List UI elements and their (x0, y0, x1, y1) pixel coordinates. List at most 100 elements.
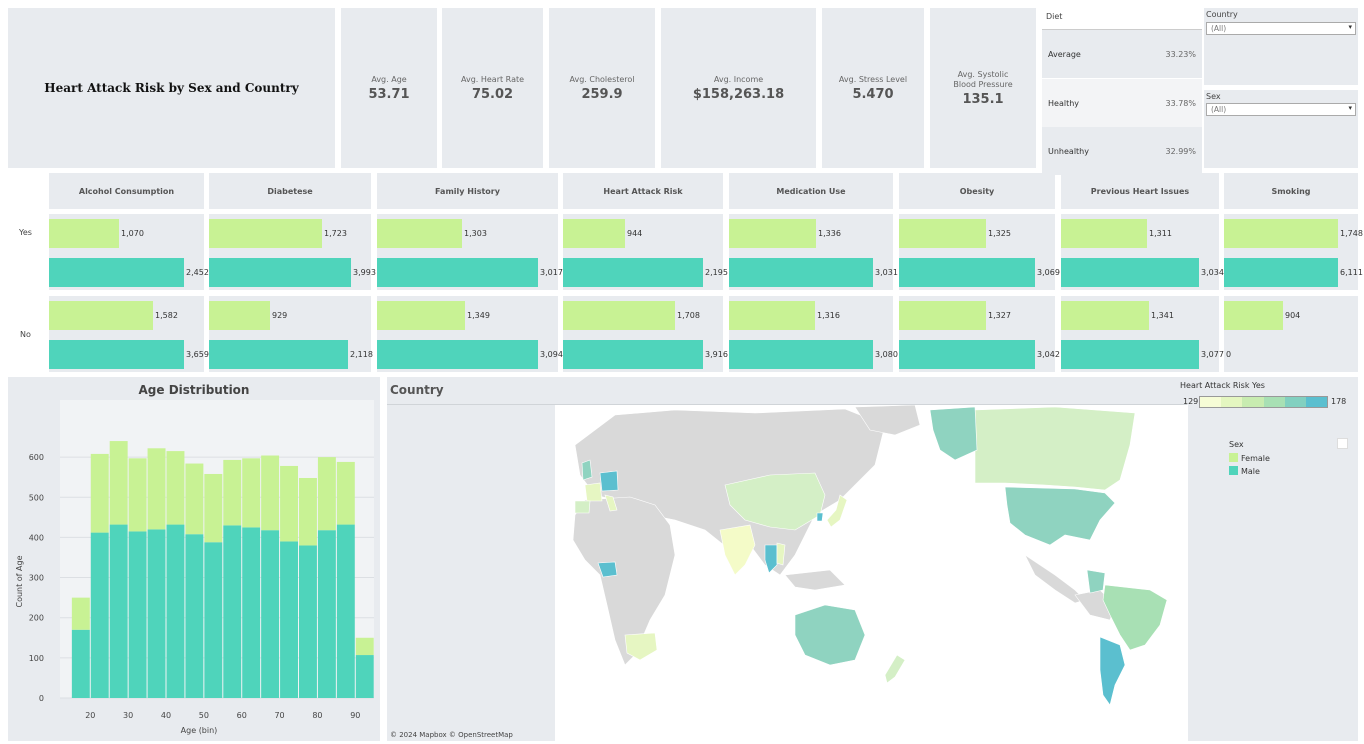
bar-male[interactable] (377, 258, 538, 287)
bar-male[interactable] (563, 340, 703, 369)
bar-female[interactable] (109, 441, 128, 525)
country-south-africa (624, 632, 658, 661)
bar-female[interactable] (90, 453, 109, 533)
bar-female[interactable] (1061, 219, 1147, 248)
bar-female[interactable] (128, 458, 147, 532)
bar-value-label: 929 (272, 311, 288, 320)
column-header[interactable]: Smoking (1224, 173, 1358, 209)
bar-female[interactable] (729, 219, 816, 248)
bar-female[interactable] (377, 301, 465, 330)
country-france (584, 482, 603, 502)
y-tick-label: 400 (29, 533, 44, 542)
bar-male[interactable] (209, 340, 348, 369)
bar-female[interactable] (280, 465, 298, 542)
bar-female[interactable] (336, 461, 355, 525)
bar-female[interactable] (147, 448, 166, 530)
country-argentina (1099, 636, 1126, 706)
bar-male[interactable] (90, 532, 109, 698)
bar-male[interactable] (109, 524, 128, 698)
bar-female[interactable] (1061, 301, 1149, 330)
kpi-label: Avg. Heart Rate (460, 74, 525, 84)
bar-female[interactable] (1224, 301, 1283, 330)
column-header[interactable]: Family History (377, 173, 558, 209)
bar-female[interactable] (242, 458, 261, 528)
diet-row-healthy[interactable]: Healthy 33.78% (1042, 79, 1202, 127)
bar-male[interactable] (204, 542, 223, 698)
bar-female[interactable] (166, 451, 185, 525)
world-map[interactable] (555, 405, 1188, 741)
bar-male[interactable] (1224, 258, 1338, 287)
bar-female[interactable] (563, 301, 675, 330)
legend-checkbox[interactable] (1337, 438, 1348, 449)
bar-male[interactable] (336, 524, 355, 698)
column-header[interactable]: Diabetese (209, 173, 371, 209)
country-canada (934, 406, 1136, 491)
bar-female[interactable] (204, 473, 223, 543)
color-legend-min: 129 (1183, 397, 1199, 406)
bar-female[interactable] (1224, 219, 1338, 248)
diet-row-average[interactable]: Average 33.23% (1042, 30, 1202, 78)
bar-male[interactable] (71, 629, 90, 698)
bar-male[interactable] (209, 258, 351, 287)
bar-male[interactable] (377, 340, 538, 369)
bar-male[interactable] (166, 524, 185, 698)
bar-male[interactable] (317, 530, 336, 698)
bar-female[interactable] (223, 459, 242, 526)
bar-male[interactable] (223, 525, 242, 698)
bar-male[interactable] (729, 340, 873, 369)
bar-male[interactable] (299, 545, 317, 698)
bar-male[interactable] (185, 534, 204, 698)
bar-female[interactable] (299, 477, 317, 546)
title-panel: Heart Attack Risk by Sex and Country (8, 8, 335, 168)
bar-value-label: 1,708 (677, 311, 700, 320)
bar-male[interactable] (280, 541, 298, 698)
bar-female[interactable] (899, 301, 986, 330)
bar-female[interactable] (209, 301, 270, 330)
kpi-avg-age: Avg. Age 53.71 (341, 8, 437, 168)
bar-female[interactable] (563, 219, 625, 248)
bar-value-label: 3,034 (1201, 268, 1224, 277)
column-header[interactable]: Heart Attack Risk (563, 173, 723, 209)
bar-female[interactable] (185, 463, 204, 535)
sex-legend-male[interactable]: Male (1229, 466, 1260, 476)
bar-female[interactable] (49, 301, 153, 330)
country-india (719, 524, 756, 576)
bar-value-label: 3,042 (1037, 350, 1060, 359)
bar-female[interactable] (317, 457, 336, 531)
column-header[interactable]: Medication Use (729, 173, 893, 209)
country-filter-value: (All) (1211, 24, 1227, 33)
bar-female[interactable] (355, 637, 374, 656)
bar-male[interactable] (1061, 340, 1199, 369)
country-filter-dropdown[interactable]: (All) ▾ (1206, 22, 1356, 35)
bar-female[interactable] (209, 219, 322, 248)
bar-female[interactable] (377, 219, 462, 248)
diet-row-unhealthy[interactable]: Unhealthy 32.99% (1042, 127, 1202, 175)
bar-female[interactable] (71, 597, 90, 630)
bar-male[interactable] (49, 258, 184, 287)
sex-filter-dropdown[interactable]: (All) ▾ (1206, 103, 1356, 116)
bar-male[interactable] (1061, 258, 1199, 287)
bar-male[interactable] (261, 530, 280, 698)
column-header[interactable]: Alcohol Consumption (49, 173, 204, 209)
bar-male[interactable] (899, 340, 1035, 369)
bar-female[interactable] (729, 301, 815, 330)
column-header[interactable]: Obesity (899, 173, 1055, 209)
bar-male[interactable] (242, 527, 261, 698)
bar-male[interactable] (128, 531, 147, 698)
bar-male[interactable] (49, 340, 184, 369)
bar-male[interactable] (563, 258, 703, 287)
bar-male[interactable] (355, 655, 374, 698)
bar-male[interactable] (147, 529, 166, 698)
bar-female[interactable] (899, 219, 986, 248)
bar-female[interactable] (261, 455, 280, 531)
country-china (724, 472, 826, 531)
kpi-avg-heart-rate: Avg. Heart Rate 75.02 (442, 8, 543, 168)
bar-male[interactable] (729, 258, 873, 287)
sex-legend-female[interactable]: Female (1229, 453, 1270, 463)
bar-value-label: 2,452 (186, 268, 209, 277)
x-tick-label: 80 (312, 711, 322, 720)
bar-female[interactable] (49, 219, 119, 248)
column-header[interactable]: Previous Heart Issues (1061, 173, 1219, 209)
bar-male[interactable] (899, 258, 1035, 287)
bar-value-label: 1,311 (1149, 229, 1172, 238)
